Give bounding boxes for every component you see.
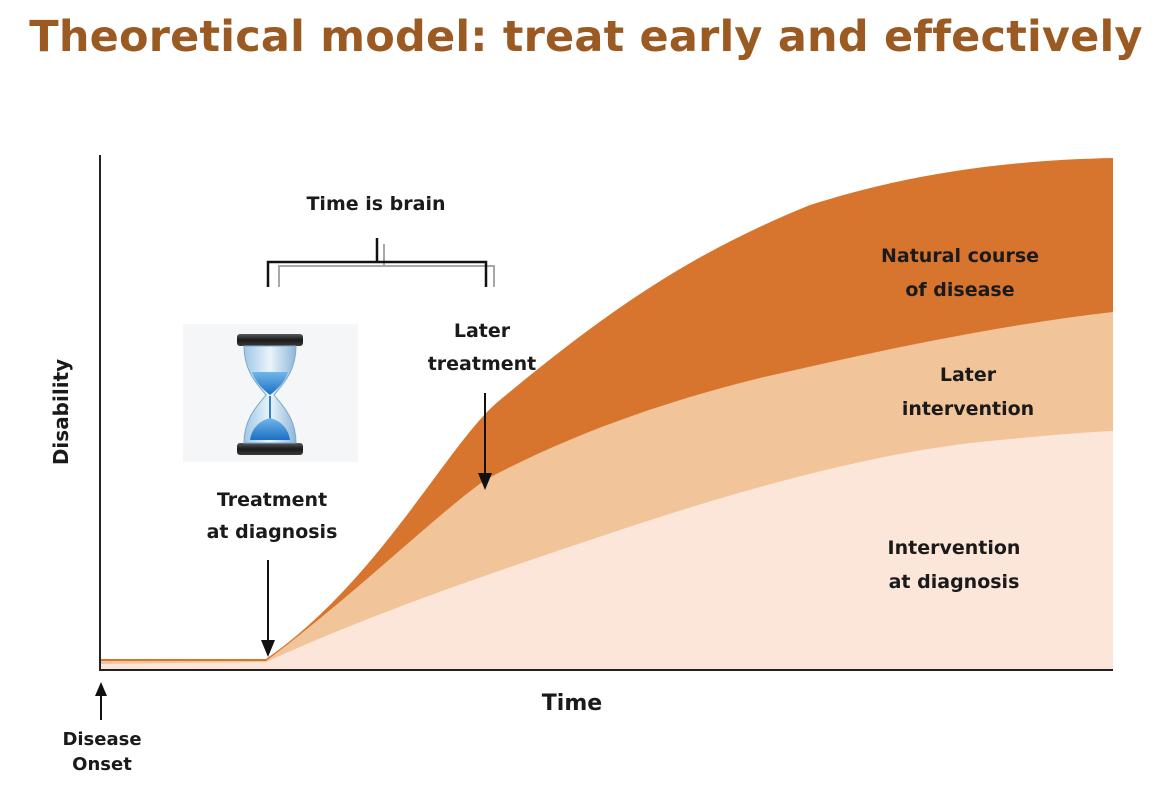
marker-diagnosis-line2: at diagnosis xyxy=(207,521,338,543)
band-label-later-line2: intervention xyxy=(902,398,1034,420)
onset-arrow xyxy=(95,682,107,720)
hourglass-icon xyxy=(183,324,358,462)
band-label-diagnosis-line1: Intervention xyxy=(888,537,1021,559)
marker-later-line2: treatment xyxy=(428,353,537,375)
page-title: Theoretical model: treat early and effec… xyxy=(29,12,1143,62)
onset-label-line1: Disease xyxy=(62,729,141,750)
time-bracket xyxy=(266,238,495,287)
band-intervention-at-diagnosis xyxy=(100,431,1113,670)
arrow-treatment-at-diagnosis xyxy=(261,560,275,657)
onset-label-line2: Onset xyxy=(72,754,132,775)
band-label-later-line1: Later xyxy=(940,364,997,386)
band-label-natural-line2: of disease xyxy=(905,279,1014,301)
marker-later-line1: Later xyxy=(454,320,511,342)
x-axis-label: Time xyxy=(542,691,602,716)
arrow-later-treatment xyxy=(478,393,492,490)
y-axis-label: Disability xyxy=(49,359,73,465)
band-label-diagnosis-line2: at diagnosis xyxy=(889,571,1020,593)
bracket-label: Time is brain xyxy=(306,193,445,215)
marker-diagnosis-line1: Treatment xyxy=(217,489,327,511)
band-label-natural-line1: Natural course xyxy=(881,245,1039,267)
